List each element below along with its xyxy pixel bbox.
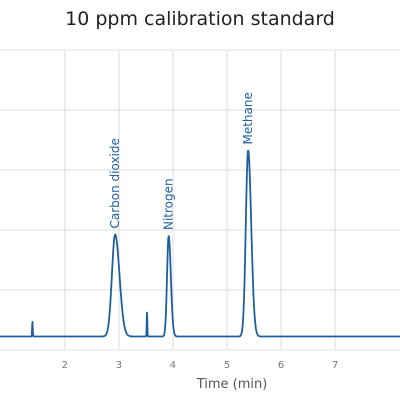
signal-trace bbox=[0, 149, 400, 338]
x-tick-label: 6 bbox=[278, 360, 284, 371]
peak-label: Methane bbox=[241, 92, 255, 144]
x-tick-label: 7 bbox=[332, 360, 338, 371]
peak-label: Nitrogen bbox=[162, 178, 176, 230]
peak-label: Carbon dioxide bbox=[108, 138, 122, 228]
x-tick-label: 5 bbox=[224, 360, 230, 371]
x-tick-label: 4 bbox=[170, 360, 176, 371]
x-tick-label: 3 bbox=[116, 360, 122, 371]
chart-title: 10 ppm calibration standard bbox=[65, 8, 335, 30]
x-axis-title: Time (min) bbox=[196, 377, 268, 392]
x-tick-label: 2 bbox=[62, 360, 68, 371]
